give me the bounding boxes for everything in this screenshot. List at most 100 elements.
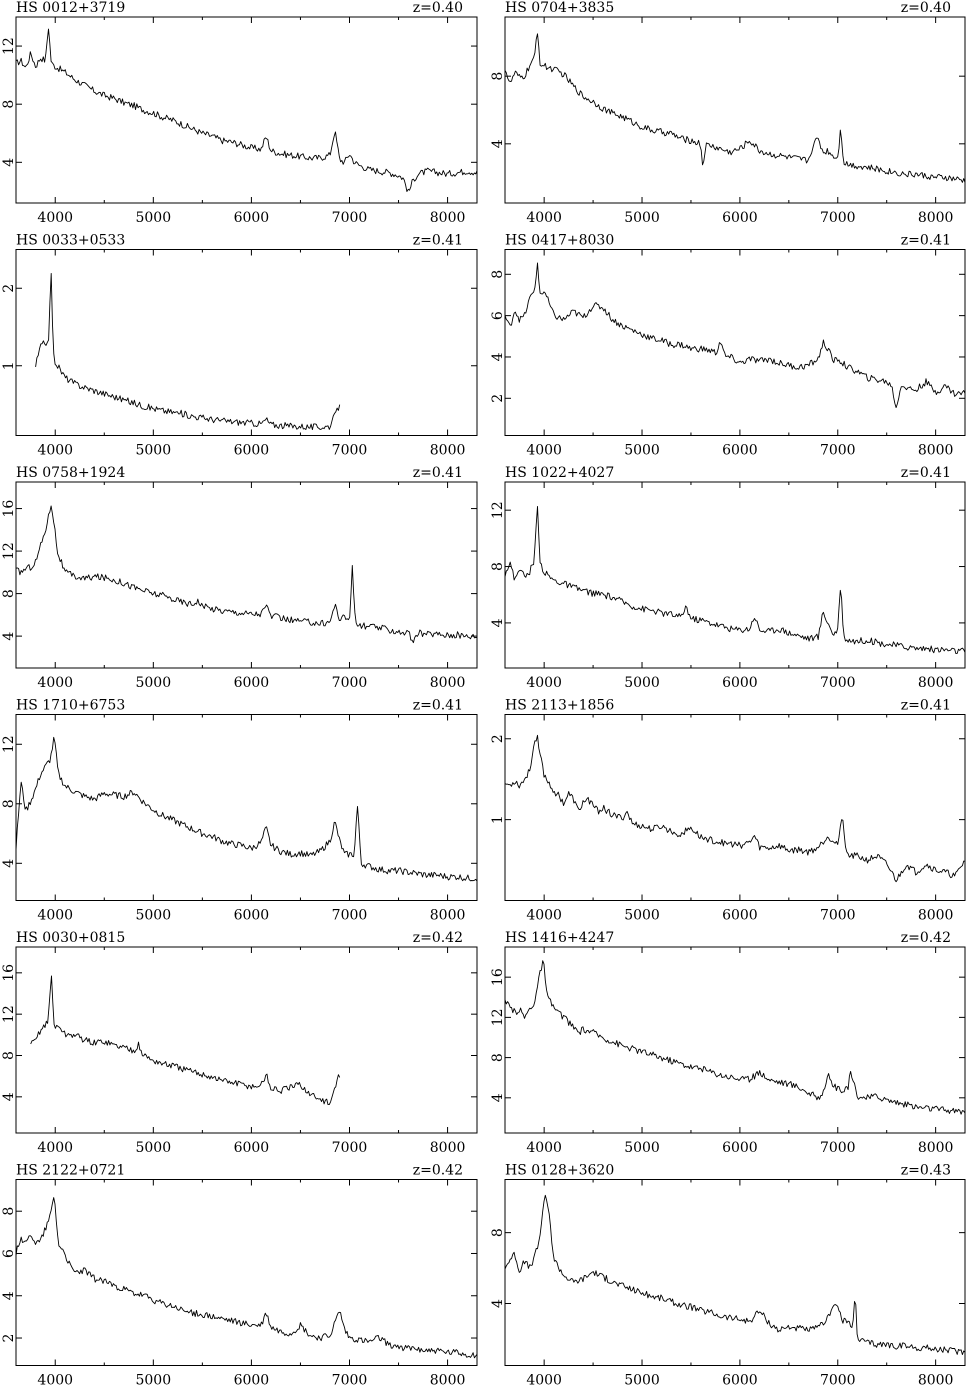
x-tick-label: 6000	[722, 1373, 758, 1385]
x-tick-label: 5000	[135, 908, 171, 924]
x-tick-label: 6000	[722, 443, 758, 459]
x-tick-label: 6000	[234, 1373, 270, 1385]
x-tick-label: 7000	[820, 908, 856, 924]
y-tick-label: 8	[1, 1051, 17, 1060]
x-tick-label: 7000	[820, 443, 856, 459]
x-tick-label: 7000	[820, 210, 856, 226]
redshift-label: z=0.42	[901, 930, 951, 946]
spectrum-panel: HS 0128+3620 z=0.43 4000 5000 6000 7000 8000 4 8	[490, 1163, 966, 1385]
redshift-label: z=0.41	[901, 233, 951, 249]
panel-title: HS 1022+4027	[505, 465, 614, 481]
spectrum-line	[504, 960, 966, 1115]
x-tick-label: 6000	[722, 210, 758, 226]
y-tick-label: 4	[490, 1299, 506, 1308]
x-tick-label: 4000	[37, 1373, 73, 1385]
x-tick-label: 8000	[430, 1140, 466, 1156]
plot-frame	[15, 249, 478, 436]
x-tick-label: 5000	[624, 210, 660, 226]
panel-title: HS 2113+1856	[505, 698, 614, 714]
redshift-label: z=0.41	[413, 698, 463, 714]
x-tick-label: 5000	[135, 1140, 171, 1156]
spectrum-line	[30, 975, 341, 1106]
x-tick-label: 7000	[820, 1373, 856, 1385]
x-tick-label: 5000	[135, 675, 171, 691]
y-tick-label: 4	[1, 1092, 17, 1101]
panel-title: HS 1416+4247	[505, 930, 614, 946]
spectrum-panel: HS 0758+1924 z=0.41 4000 5000 6000 7000 8000 4 8…	[1, 465, 478, 691]
plot-frame	[15, 946, 478, 1134]
panel-title: HS 0704+3835	[505, 0, 614, 16]
y-tick-label: 8	[490, 270, 506, 279]
y-tick-label: 8	[1, 589, 17, 598]
redshift-label: z=0.41	[901, 698, 951, 714]
y-tick-label: 4	[1, 1291, 17, 1300]
y-tick-label: 12	[490, 1008, 506, 1026]
x-tick-label: 7000	[332, 443, 368, 459]
plot-frame	[504, 714, 966, 901]
redshift-label: z=0.40	[413, 0, 463, 16]
plot-frame	[504, 1179, 966, 1366]
redshift-label: z=0.42	[413, 930, 463, 946]
spectrum-line	[35, 273, 341, 431]
y-tick-label: 8	[490, 1053, 506, 1062]
y-tick-label: 16	[1, 964, 17, 982]
x-tick-label: 5000	[624, 908, 660, 924]
x-tick-label: 4000	[526, 1373, 562, 1385]
redshift-label: z=0.41	[413, 233, 463, 249]
x-tick-label: 5000	[624, 1140, 660, 1156]
x-tick-label: 4000	[526, 908, 562, 924]
y-tick-label: 8	[1, 100, 17, 109]
x-tick-label: 4000	[526, 1140, 562, 1156]
spectrum-line	[15, 28, 478, 192]
y-tick-label: 4	[1, 859, 17, 868]
y-tick-label: 8	[490, 72, 506, 81]
x-tick-label: 5000	[135, 443, 171, 459]
x-tick-label: 7000	[332, 1140, 368, 1156]
plot-frame	[15, 16, 478, 204]
x-tick-label: 6000	[234, 443, 270, 459]
spectrum-line	[15, 736, 478, 882]
spectrum-panel: HS 1710+6753 z=0.41 4000 5000 6000 7000 8000 4 8…	[1, 698, 478, 924]
y-tick-label: 8	[490, 1228, 506, 1237]
spectrum-line	[504, 33, 966, 183]
y-tick-label: 4	[1, 632, 17, 641]
x-tick-label: 4000	[37, 908, 73, 924]
x-tick-label: 8000	[918, 210, 954, 226]
x-tick-label: 6000	[234, 908, 270, 924]
y-tick-label: 8	[1, 1207, 17, 1216]
y-tick-label: 4	[490, 352, 506, 361]
redshift-label: z=0.41	[901, 465, 951, 481]
spectrum-line	[504, 262, 966, 409]
y-tick-label: 2	[490, 734, 506, 743]
y-tick-label: 4	[1, 158, 17, 167]
x-tick-label: 6000	[234, 675, 270, 691]
redshift-label: z=0.40	[901, 0, 951, 16]
spectrum-panel: HS 1022+4027 z=0.41 4000 5000 6000 7000 8000 4 8…	[490, 465, 966, 691]
plot-frame	[504, 249, 966, 436]
y-tick-label: 1	[490, 815, 506, 824]
y-tick-label: 4	[490, 1093, 506, 1102]
spectrum-panel: HS 2113+1856 z=0.41 4000 5000 6000 7000 8000 1 2	[490, 698, 966, 924]
panel-title: HS 0012+3719	[16, 0, 125, 16]
panel-title: HS 0417+8030	[505, 233, 614, 249]
x-tick-label: 8000	[430, 1373, 466, 1385]
spectrum-panel: HS 0417+8030 z=0.41 4000 5000 6000 7000 8000 2 4…	[490, 233, 966, 459]
redshift-label: z=0.42	[413, 1163, 463, 1179]
spectrum-line	[504, 505, 966, 655]
x-tick-label: 7000	[332, 675, 368, 691]
x-tick-label: 8000	[918, 675, 954, 691]
spectrum-panel: HS 1416+4247 z=0.42 4000 5000 6000 7000 8000 4 8…	[490, 930, 966, 1156]
y-tick-label: 2	[1, 284, 17, 293]
x-tick-label: 5000	[624, 443, 660, 459]
spectrum-line	[504, 1194, 966, 1356]
panel-title: HS 1710+6753	[16, 698, 125, 714]
panel-title: HS 0758+1924	[16, 465, 125, 481]
x-tick-label: 7000	[332, 908, 368, 924]
y-tick-label: 8	[490, 562, 506, 571]
panel-title: HS 0030+0815	[16, 930, 125, 946]
y-tick-label: 12	[1, 542, 17, 560]
x-tick-label: 6000	[722, 1140, 758, 1156]
y-tick-label: 4	[490, 139, 506, 148]
plot-frame	[15, 1179, 478, 1366]
